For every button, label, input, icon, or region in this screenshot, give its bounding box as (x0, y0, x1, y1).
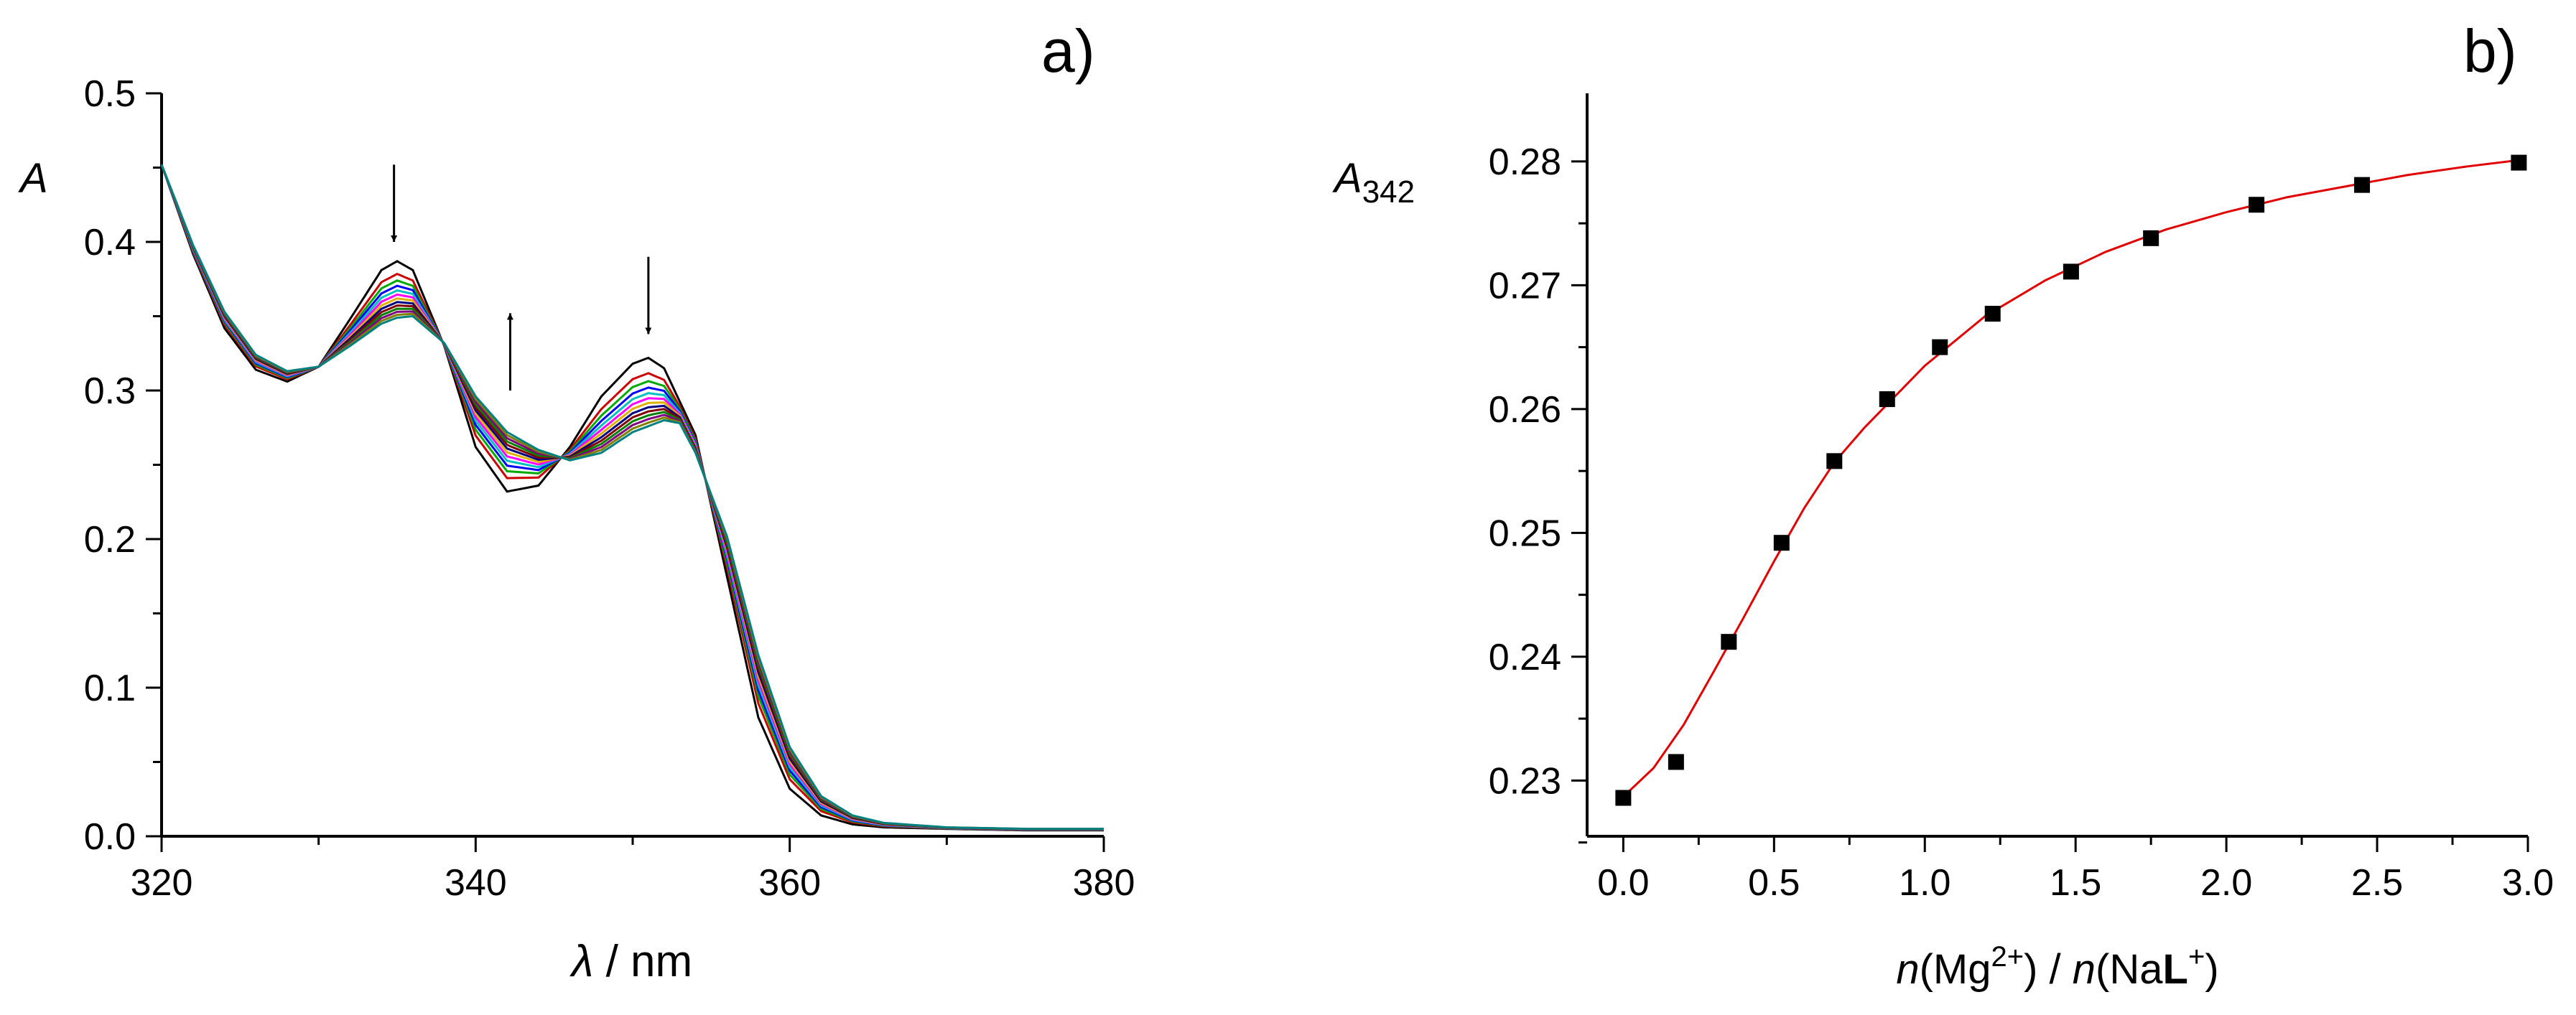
spectrum-line-12 (160, 164, 1104, 831)
fit-curve (1622, 159, 2519, 798)
panel-b: b) 0.0 0.5 1.0 1.5 2.0 2.5 3.0 0.23 0.24 0.25 0.26… (1332, 17, 2554, 993)
panel-b-fit (1622, 159, 2519, 798)
panel-a-y-tick-label: 0.0 (84, 816, 136, 858)
data-point (1721, 634, 1737, 650)
panel-a-arrows (391, 164, 652, 390)
spectrum-line-10 (160, 164, 1104, 831)
data-point (1668, 754, 1684, 770)
panel-b-y-tick-label: 0.26 (1489, 389, 1561, 431)
panel-b-ticks: 0.0 0.5 1.0 1.5 2.0 2.5 3.0 0.23 0.24 0.25 0.26 0.2… (1489, 141, 2554, 904)
panel-b-x-tick-label: 1.5 (2050, 862, 2101, 904)
panel-b-x-tick-label: 0.5 (1748, 862, 1800, 904)
spectrum-line-1 (160, 164, 1104, 832)
panel-b-x-label: n(Mg2+) / n(NaL+) (1896, 941, 2218, 993)
panel-b-y-tick-label: 0.24 (1489, 637, 1561, 678)
panel-b-x-tick-label: 3.0 (2502, 862, 2554, 904)
data-point (2063, 263, 2079, 280)
panel-b-x-tick-label: 2.0 (2200, 862, 2252, 904)
panel-b-label: b) (2463, 17, 2517, 85)
spectrum-line-5 (160, 164, 1104, 831)
data-point (2354, 177, 2371, 193)
panel-a-y-tick-label: 0.4 (84, 222, 136, 263)
data-point (1773, 535, 1790, 551)
panel-a-y-tick-label: 0.2 (84, 519, 136, 561)
panel-b-x-tick-label: 0.0 (1597, 862, 1649, 904)
panel-a-x-tick-label: 380 (1073, 862, 1135, 904)
data-point (1615, 790, 1632, 806)
panel-b-x-tick-label: 1.0 (1899, 862, 1950, 904)
panel-b-y-tick-label: 0.23 (1489, 760, 1561, 802)
panel-a-x-tick-label: 340 (445, 862, 507, 904)
panel-b-y-label: A342 (1332, 155, 1415, 210)
panel-a-curves (160, 164, 1104, 832)
panel-a-x-label-unit: / nm (593, 937, 692, 986)
spectrum-line-4 (160, 164, 1104, 831)
spectrum-line-11 (160, 164, 1104, 831)
panel-a-x-label: λ / nm (569, 937, 692, 986)
panel-a-y-tick-label: 0.1 (84, 668, 136, 709)
panel-a-ticks: 320 340 360 380 0.0 0.1 0.2 0.3 0.4 0.5 (84, 73, 1135, 904)
data-point (1879, 391, 1895, 408)
data-point (2249, 197, 2265, 213)
spectrum-line-7 (160, 164, 1104, 831)
panel-a-y-tick-label: 0.3 (84, 370, 136, 412)
panel-b-y-tick-label: 0.28 (1489, 141, 1561, 183)
panel-b-y-tick-label: 0.27 (1489, 265, 1561, 307)
data-point (1826, 453, 1843, 469)
panel-b-y-tick-label: 0.25 (1489, 513, 1561, 554)
panel-b-x-tick-label: 2.5 (2351, 862, 2403, 904)
data-point (1984, 306, 2001, 322)
spectrum-line-2 (160, 164, 1104, 831)
spectrum-line-9 (160, 164, 1104, 831)
spectrum-line-3 (160, 164, 1104, 831)
data-point (2143, 230, 2159, 246)
panel-a-y-label: A (18, 155, 48, 202)
panel-a-label: a) (1041, 17, 1095, 85)
panel-b-points (1615, 154, 2527, 806)
panel-a: a) 320 340 360 380 0.0 0.1 0.2 0.3 0.4 0.5 A λ / … (18, 17, 1135, 986)
panel-a-y-tick-label: 0.5 (84, 73, 136, 115)
data-point (1932, 339, 1948, 355)
spectrum-line-13 (160, 164, 1104, 831)
spectrum-line-8 (160, 164, 1104, 831)
panel-a-x-tick-label: 320 (131, 862, 193, 904)
data-point (2511, 154, 2527, 171)
panel-a-x-label-symbol: λ (569, 937, 594, 986)
spectrum-line-6 (160, 164, 1104, 831)
panel-a-x-tick-label: 360 (758, 862, 821, 904)
